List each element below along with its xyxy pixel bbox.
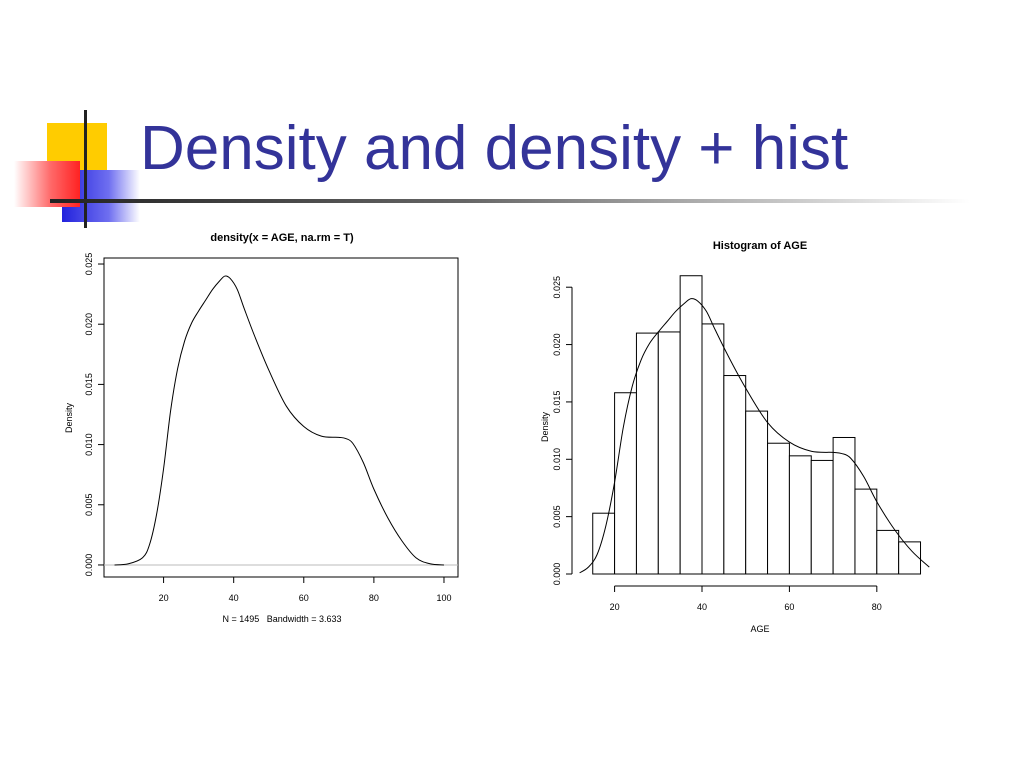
density-y-tick-label-1: 0.005 (84, 494, 94, 517)
histogram-y-tick-label-1: 0.005 (552, 505, 562, 528)
density-x-tick-label-4: 100 (436, 593, 451, 603)
density-x-axis: 20 40 60 80 100 (159, 577, 451, 603)
histogram-density-curve (579, 298, 930, 574)
histogram-bar-4 (679, 275, 703, 575)
histogram-y-tick-label-4: 0.020 (552, 333, 562, 356)
density-x-tick-label-3: 80 (369, 593, 379, 603)
histogram-x-axis: 20 40 60 80 (610, 585, 882, 612)
density-x-tick-label-2: 60 (299, 593, 309, 603)
histogram-bar-14 (898, 541, 922, 575)
histogram-x-tick-label-2: 60 (784, 602, 794, 612)
histogram-bar-3 (657, 331, 681, 575)
density-y-tick-label-5: 0.025 (84, 253, 94, 276)
histogram-x-tick-label-0: 20 (610, 602, 620, 612)
histogram-y-tick-label-3: 0.015 (552, 391, 562, 414)
histogram-bar-2 (635, 332, 659, 575)
density-y-tick-label-3: 0.015 (84, 373, 94, 396)
histogram-bar-6 (723, 375, 747, 575)
histogram-x-label: AGE (750, 624, 769, 634)
density-plot-box (103, 257, 459, 578)
histogram-y-label: Density (540, 411, 550, 442)
histogram-bar-8 (767, 442, 790, 575)
corner-decoration (14, 110, 140, 228)
histogram-chart: Histogram of AGE 20 40 60 80 0.000 0.005 0.01… (540, 240, 930, 634)
slide-title: Density and density + hist (140, 114, 849, 183)
density-y-tick-label-0: 0.000 (84, 554, 94, 577)
density-chart-title: density(x = AGE, na.rm = T) (210, 232, 354, 244)
deco-vertical-line (84, 110, 87, 228)
histogram-bar-11 (832, 436, 856, 575)
density-y-label: Density (64, 402, 74, 433)
histogram-bar-9 (788, 455, 812, 575)
histogram-x-tick-label-1: 40 (697, 602, 707, 612)
density-x-tick-label-0: 20 (159, 593, 169, 603)
histogram-bar-7 (745, 410, 769, 575)
density-y-axis: 0.000 0.005 0.010 0.015 0.020 0.025 (84, 253, 104, 576)
density-y-tick-label-2: 0.010 (84, 433, 94, 456)
histogram-bars (592, 275, 922, 575)
histogram-bar-12 (854, 488, 878, 575)
histogram-bar-1 (614, 392, 637, 575)
histogram-bar-13 (876, 529, 900, 575)
histogram-bar-10 (810, 459, 834, 575)
density-y-tick-label-4: 0.020 (84, 313, 94, 336)
histogram-y-tick-label-2: 0.010 (552, 448, 562, 471)
histogram-chart-title: Histogram of AGE (713, 240, 807, 252)
histogram-y-axis: 0.000 0.005 0.010 0.015 0.020 0.025 (552, 276, 573, 586)
histogram-y-tick-label-0: 0.000 (552, 563, 562, 586)
histogram-bar-5 (701, 323, 725, 575)
histogram-bar-0 (592, 512, 616, 575)
density-x-tick-label-1: 40 (229, 593, 239, 603)
histogram-y-tick-label-5: 0.025 (552, 276, 562, 299)
density-x-label: N = 1495 Bandwidth = 3.633 (222, 614, 341, 624)
density-curve (114, 275, 445, 566)
title-underline (50, 199, 970, 203)
histogram-x-tick-label-3: 80 (872, 602, 882, 612)
density-chart: density(x = AGE, na.rm = T) 20 40 60 80 100 … (64, 232, 459, 624)
